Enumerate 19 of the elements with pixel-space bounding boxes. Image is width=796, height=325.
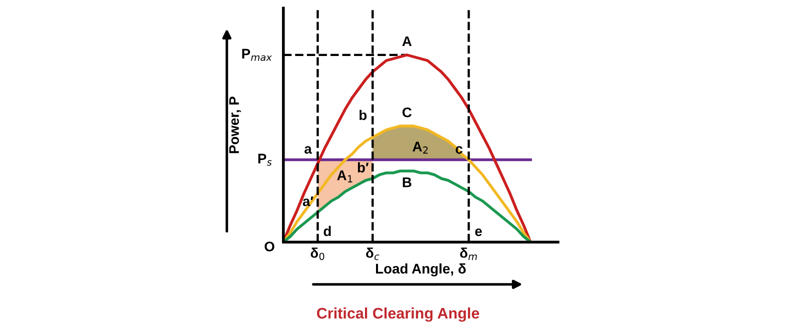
series-label: P$_{s}$ bbox=[258, 154, 272, 166]
y-axis-title: Power, P bbox=[229, 96, 241, 154]
x-tick-label: δ$_{c}$ bbox=[366, 248, 380, 260]
annotation: e bbox=[475, 228, 482, 236]
annotation: B bbox=[402, 178, 412, 188]
annotation: d bbox=[324, 226, 331, 236]
series-label: P$_{max}$ bbox=[242, 48, 272, 61]
text: Critical Clearing Angle bbox=[316, 307, 480, 322]
annotation: b′ bbox=[358, 162, 369, 172]
annotation: a bbox=[304, 146, 312, 154]
x-axis-title: Load Angle, δ bbox=[376, 263, 466, 276]
annotation: C bbox=[402, 107, 412, 118]
annotation: b bbox=[360, 110, 367, 120]
x-tick-label: δ$_{0}$ bbox=[310, 248, 324, 260]
annotation: A bbox=[402, 36, 412, 46]
x-tick-label: δ$_{m}$ bbox=[460, 248, 477, 260]
annotation: A$_{2}$ bbox=[412, 142, 428, 154]
text: O bbox=[264, 242, 274, 252]
annotation: A$_{1}$ bbox=[337, 170, 352, 182]
